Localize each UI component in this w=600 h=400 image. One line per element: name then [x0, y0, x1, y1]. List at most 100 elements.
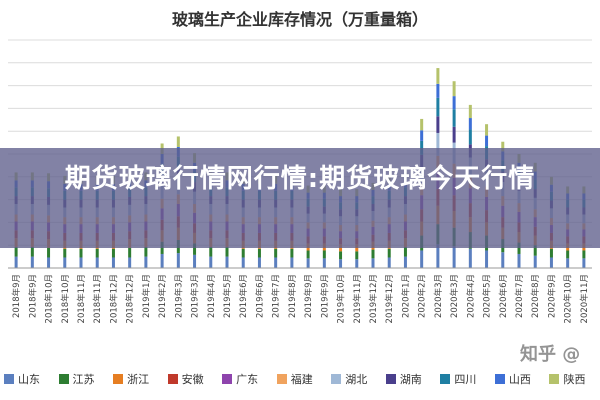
bar-segment	[225, 256, 229, 268]
bar-segment	[371, 258, 375, 268]
bar-segment	[79, 248, 83, 258]
legend-item: 江苏	[58, 372, 95, 386]
bar-segment	[111, 248, 115, 258]
bar-segment	[549, 257, 553, 268]
bar-segment	[322, 250, 326, 259]
x-tick-label: 2019年12月	[368, 274, 379, 323]
x-tick-label: 2020年10月	[563, 274, 574, 323]
bar-segment	[274, 248, 278, 258]
legend-item: 四川	[440, 372, 476, 386]
legend-item: 福建	[276, 372, 313, 386]
x-tick-label: 2020年7月	[514, 274, 525, 318]
bar-segment	[241, 248, 245, 258]
legend-item: 陕西	[549, 372, 585, 386]
x-tick-label: 2019年12月	[384, 274, 395, 323]
legend-item: 广东	[222, 372, 258, 386]
bar-segment	[209, 246, 213, 257]
legend-label: 安徽	[181, 373, 204, 386]
x-tick-label: 2020年3月	[433, 274, 444, 318]
bar-segment	[436, 116, 440, 133]
bar-segment	[30, 256, 34, 268]
bar-segment	[111, 257, 115, 268]
x-tick-label: 2020年5月	[482, 274, 493, 318]
bar-segment	[533, 255, 537, 268]
bar-segment	[468, 118, 472, 130]
bar-segment	[468, 129, 472, 145]
x-tick-label: 2019年9月	[303, 274, 314, 318]
legend-swatch	[440, 374, 451, 384]
bar-segment	[436, 83, 440, 98]
legend-label: 四川	[454, 373, 477, 386]
bar-segment	[517, 242, 521, 254]
legend-item: 安徽	[167, 372, 204, 386]
bar-segment	[517, 253, 521, 268]
bar-segment	[403, 246, 407, 257]
bar-segment	[387, 248, 391, 258]
x-tick-label: 2018年12月	[108, 274, 119, 323]
x-tick-label: 2019年10月	[336, 274, 347, 323]
bar-segment	[128, 257, 132, 268]
legend-item: 湖南	[385, 372, 422, 386]
bar-segment	[501, 141, 505, 152]
x-tick-label: 2020年3月	[449, 274, 460, 318]
bar-segment	[371, 249, 375, 259]
bar-segment	[257, 257, 261, 268]
x-tick-label: 2020年1月	[400, 274, 411, 318]
bar-segment	[533, 245, 537, 256]
legend-swatch	[331, 374, 342, 384]
bar-segment	[63, 257, 67, 268]
bar-segment	[582, 258, 586, 268]
chart-title: 玻璃生产企业库存情况（万重量箱）	[171, 10, 428, 29]
bar-segment	[306, 258, 310, 268]
bar-segment	[209, 256, 213, 268]
x-tick-label: 2019年8月	[287, 274, 298, 318]
legend-item: 浙江	[113, 372, 149, 386]
bar-segment	[63, 248, 67, 258]
bar-segment	[468, 104, 472, 119]
x-tick-label: 2019年1月	[141, 274, 152, 318]
x-tick-label: 2019年2月	[157, 274, 168, 318]
legend-swatch	[385, 374, 396, 384]
bar-segment	[436, 68, 440, 84]
bar-segment	[355, 251, 359, 260]
bar-segment	[257, 248, 261, 258]
bar-segment	[274, 257, 278, 268]
x-tick-label: 2019年9月	[319, 274, 330, 318]
legend-swatch	[494, 374, 505, 384]
legend-swatch	[113, 374, 124, 384]
bar-segment	[582, 250, 586, 259]
bar-segment	[387, 257, 391, 268]
bar-segment	[128, 247, 132, 258]
legend-label: 山东	[18, 373, 40, 386]
x-tick-label: 2019年3月	[190, 274, 201, 318]
bar-segment	[79, 257, 83, 268]
x-tick-label: 2020年2月	[417, 274, 428, 318]
bar-segment	[452, 109, 456, 127]
bar-segment	[452, 126, 456, 143]
bar-segment	[420, 130, 424, 141]
bar-segment	[485, 124, 489, 136]
bar-segment	[549, 248, 553, 258]
bar-segment	[566, 258, 570, 268]
bar-segment	[290, 257, 294, 268]
bar-segment	[144, 256, 148, 268]
bar-segment	[485, 135, 489, 147]
bar-segment	[420, 118, 424, 131]
bar-segment	[452, 81, 456, 97]
bar-segment	[322, 258, 326, 268]
x-tick-label: 2018年10月	[44, 274, 55, 323]
bar-segment	[144, 246, 148, 257]
x-tick-label: 2018年9月	[27, 274, 38, 318]
x-tick-label: 2018年10月	[60, 274, 71, 323]
bar-segment	[452, 246, 456, 268]
bar-segment	[403, 256, 407, 268]
bar-segment	[193, 254, 197, 268]
bar-segment	[290, 248, 294, 258]
bar-segment	[452, 96, 456, 110]
x-tick-label: 2018年9月	[11, 274, 22, 318]
legend-swatch	[549, 374, 560, 384]
bar-segment	[30, 246, 34, 257]
bar-segment	[47, 247, 51, 258]
bar-segment	[436, 244, 440, 268]
x-tick-label: 2020年9月	[546, 274, 557, 318]
